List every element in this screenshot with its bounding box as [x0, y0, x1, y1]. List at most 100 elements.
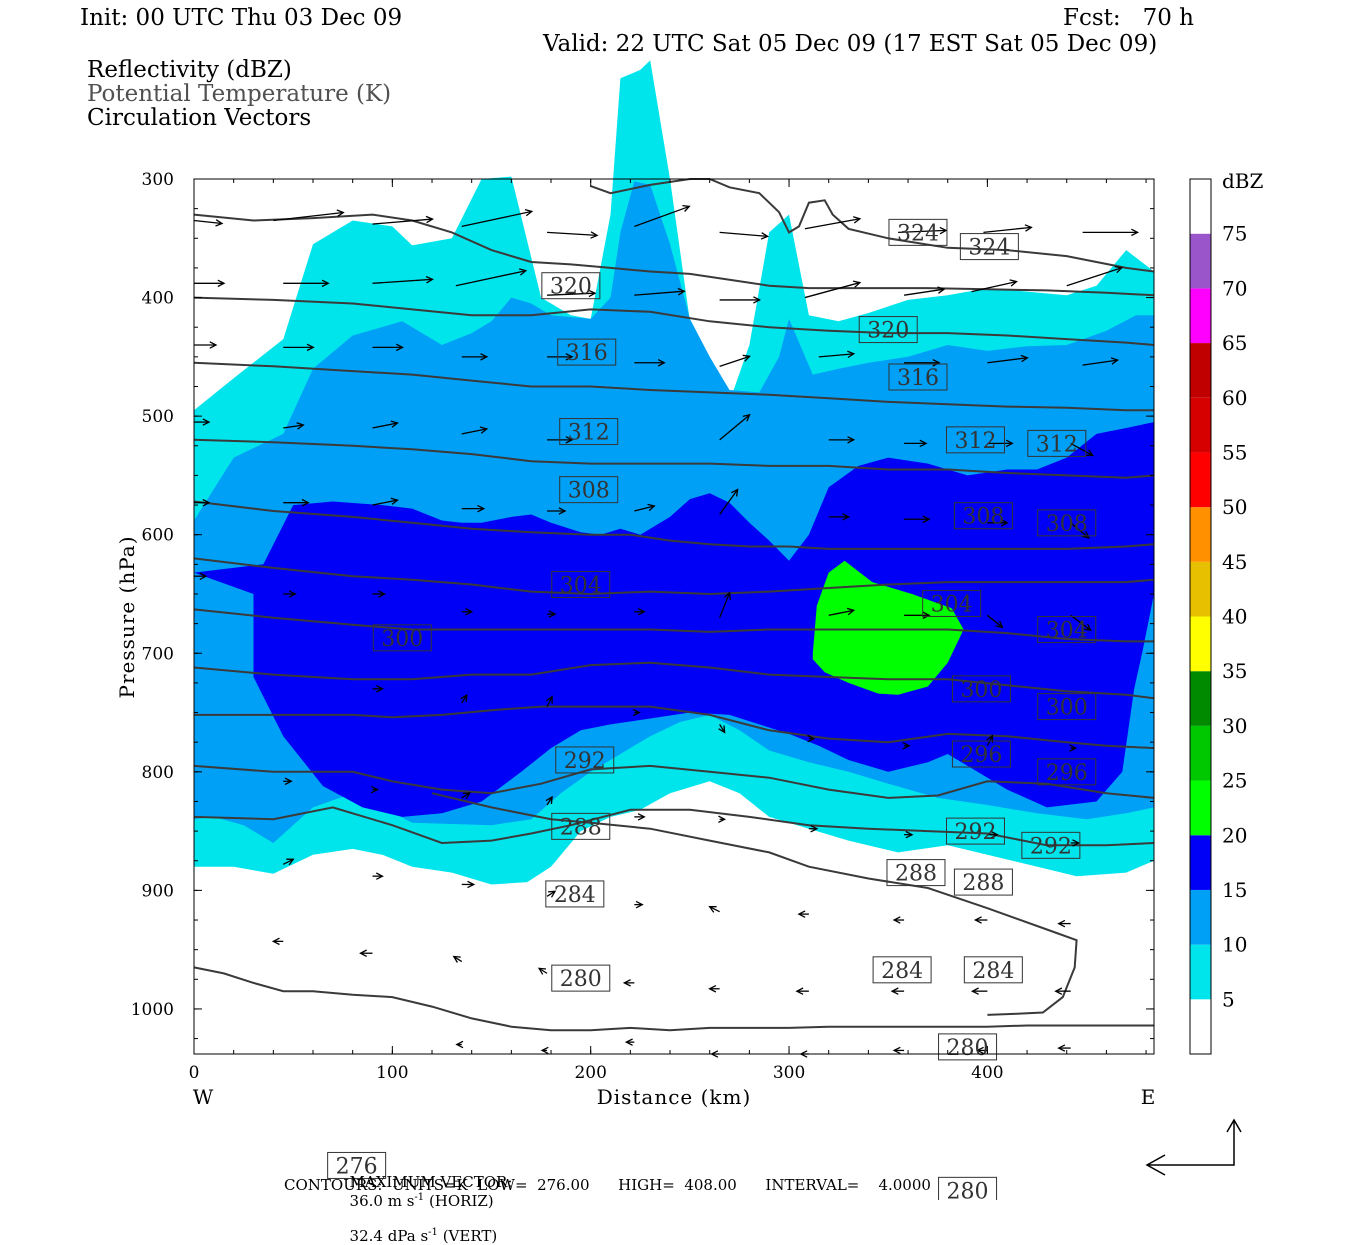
field-potential-temperature: Potential Temperature (K) — [87, 81, 392, 107]
vector-shaft — [372, 499, 398, 506]
vector-head — [718, 725, 726, 734]
vector-head — [462, 792, 472, 800]
vector-head — [708, 985, 717, 993]
colorbar-swatch — [1190, 288, 1211, 344]
colorbar-swatch — [1190, 179, 1211, 234]
colorbar-label: 15 — [1222, 878, 1247, 902]
vector-head — [890, 987, 899, 995]
vector-head — [975, 1046, 984, 1055]
contour-label-320: 320 — [550, 275, 592, 300]
y-axis: 300 400 500 600 700 800 900 1000 — [131, 170, 1154, 1040]
vector-shaft — [971, 281, 1017, 293]
contour-label-box — [1037, 616, 1097, 644]
reflectivity-region-15dbz — [194, 422, 1154, 817]
contour-label-284: 284 — [881, 959, 923, 984]
colorbar-swatch — [1190, 233, 1211, 289]
vector-head — [1114, 265, 1124, 274]
contour-label-280: 280 — [560, 967, 602, 992]
theta-contour-276 — [193, 966, 1154, 1032]
vector-head — [682, 204, 691, 212]
vector-head — [565, 436, 574, 444]
colorbar-label: 30 — [1222, 714, 1247, 738]
contour-label-288: 288 — [895, 862, 937, 887]
x-axis: 0 100 200 300 400 — [189, 179, 1147, 1083]
contour-label-box — [858, 316, 918, 344]
theta-contour-288 — [193, 764, 1155, 799]
vector-shaft — [453, 955, 463, 963]
x-tick-label: 300 — [773, 1063, 805, 1083]
vector-shaft — [719, 724, 726, 733]
x-axis-label: Distance (km) — [597, 1085, 752, 1109]
vector-head — [995, 620, 1004, 629]
contour-label-box — [1037, 509, 1097, 537]
vector-head — [932, 359, 941, 367]
colorbar-label: 35 — [1222, 659, 1247, 683]
contour-label-box — [559, 476, 619, 504]
vector-head — [1005, 439, 1014, 448]
vector-head — [731, 488, 739, 497]
vector-shaft — [1070, 614, 1092, 631]
contour-label-box — [938, 1033, 998, 1061]
vector-head — [637, 813, 646, 821]
vector-head — [209, 341, 218, 349]
vector-head — [480, 353, 489, 361]
vector-head — [455, 1040, 464, 1049]
max-vector-horiz: 36.0 m s — [349, 1192, 415, 1210]
vector-head — [635, 900, 644, 909]
contour-label-box — [938, 1176, 998, 1200]
contour-label-292: 292 — [954, 820, 996, 845]
plot-frame — [193, 178, 1155, 1055]
init-time: Init: 00 UTC Thu 03 Dec 09 — [80, 5, 403, 31]
contour-label-box — [545, 880, 605, 908]
max-vector-line: MAXIMUM VECTOR: 36.0 m s-1 (HORIZ) 32.4 … — [340, 1158, 513, 1245]
x-left-end-label: W — [193, 1085, 214, 1109]
contour-label-320: 320 — [867, 319, 909, 344]
theta-contour-296 — [193, 661, 1155, 700]
vector-head — [1081, 531, 1090, 539]
vector-head — [460, 693, 468, 703]
vector-head — [637, 608, 646, 616]
max-vector-horiz-exponent: -1 — [414, 1192, 425, 1203]
vector-head — [624, 1038, 633, 1046]
contour-label-276: 276 — [336, 1154, 378, 1179]
vector-head — [359, 949, 367, 957]
contour-label-box — [1021, 831, 1081, 859]
x-tick-label: 100 — [376, 1063, 408, 1083]
max-vector-vert: 32.4 dPa s — [349, 1227, 429, 1245]
vector-shaft — [986, 614, 1003, 628]
contour-label-box — [951, 740, 1011, 768]
contour-label-box — [559, 418, 619, 446]
valid-time: Valid: 22 UTC Sat 05 Dec 09 (17 EST Sat … — [543, 31, 1158, 57]
y-tick-label: 300 — [142, 170, 174, 190]
vector-shaft — [1082, 359, 1118, 366]
reflectivity-region-20dbz — [812, 560, 964, 695]
vector-head — [1083, 623, 1092, 632]
vector-head — [760, 232, 770, 240]
contour-label-312: 312 — [568, 421, 610, 446]
contour-label-292: 292 — [564, 749, 606, 774]
colorbar-label: 10 — [1222, 933, 1247, 957]
contour-label-box — [1037, 758, 1097, 786]
vector-head — [1057, 919, 1066, 928]
vector-head — [852, 280, 862, 288]
vector-head — [288, 590, 297, 598]
vector-head — [396, 343, 404, 352]
vector-shaft — [983, 226, 1032, 234]
vector-head — [558, 507, 567, 515]
colorbar-swatch — [1190, 671, 1211, 726]
vector-head — [922, 515, 931, 524]
theta-contour-316 — [193, 361, 1154, 412]
contour-label-300: 300 — [1046, 696, 1088, 721]
vector-head — [467, 880, 476, 889]
vector-head — [546, 695, 553, 704]
vector-head — [271, 937, 280, 946]
vector-head — [202, 498, 211, 507]
contour-label-box — [551, 812, 611, 840]
vector-shaft — [634, 205, 690, 228]
vector-shaft — [461, 210, 532, 228]
x-right-end-label: E — [1141, 1085, 1156, 1109]
vector-shaft — [828, 609, 854, 616]
vector-shaft — [719, 355, 750, 367]
theta-contours — [193, 178, 1155, 1032]
vector-head — [1009, 279, 1018, 287]
